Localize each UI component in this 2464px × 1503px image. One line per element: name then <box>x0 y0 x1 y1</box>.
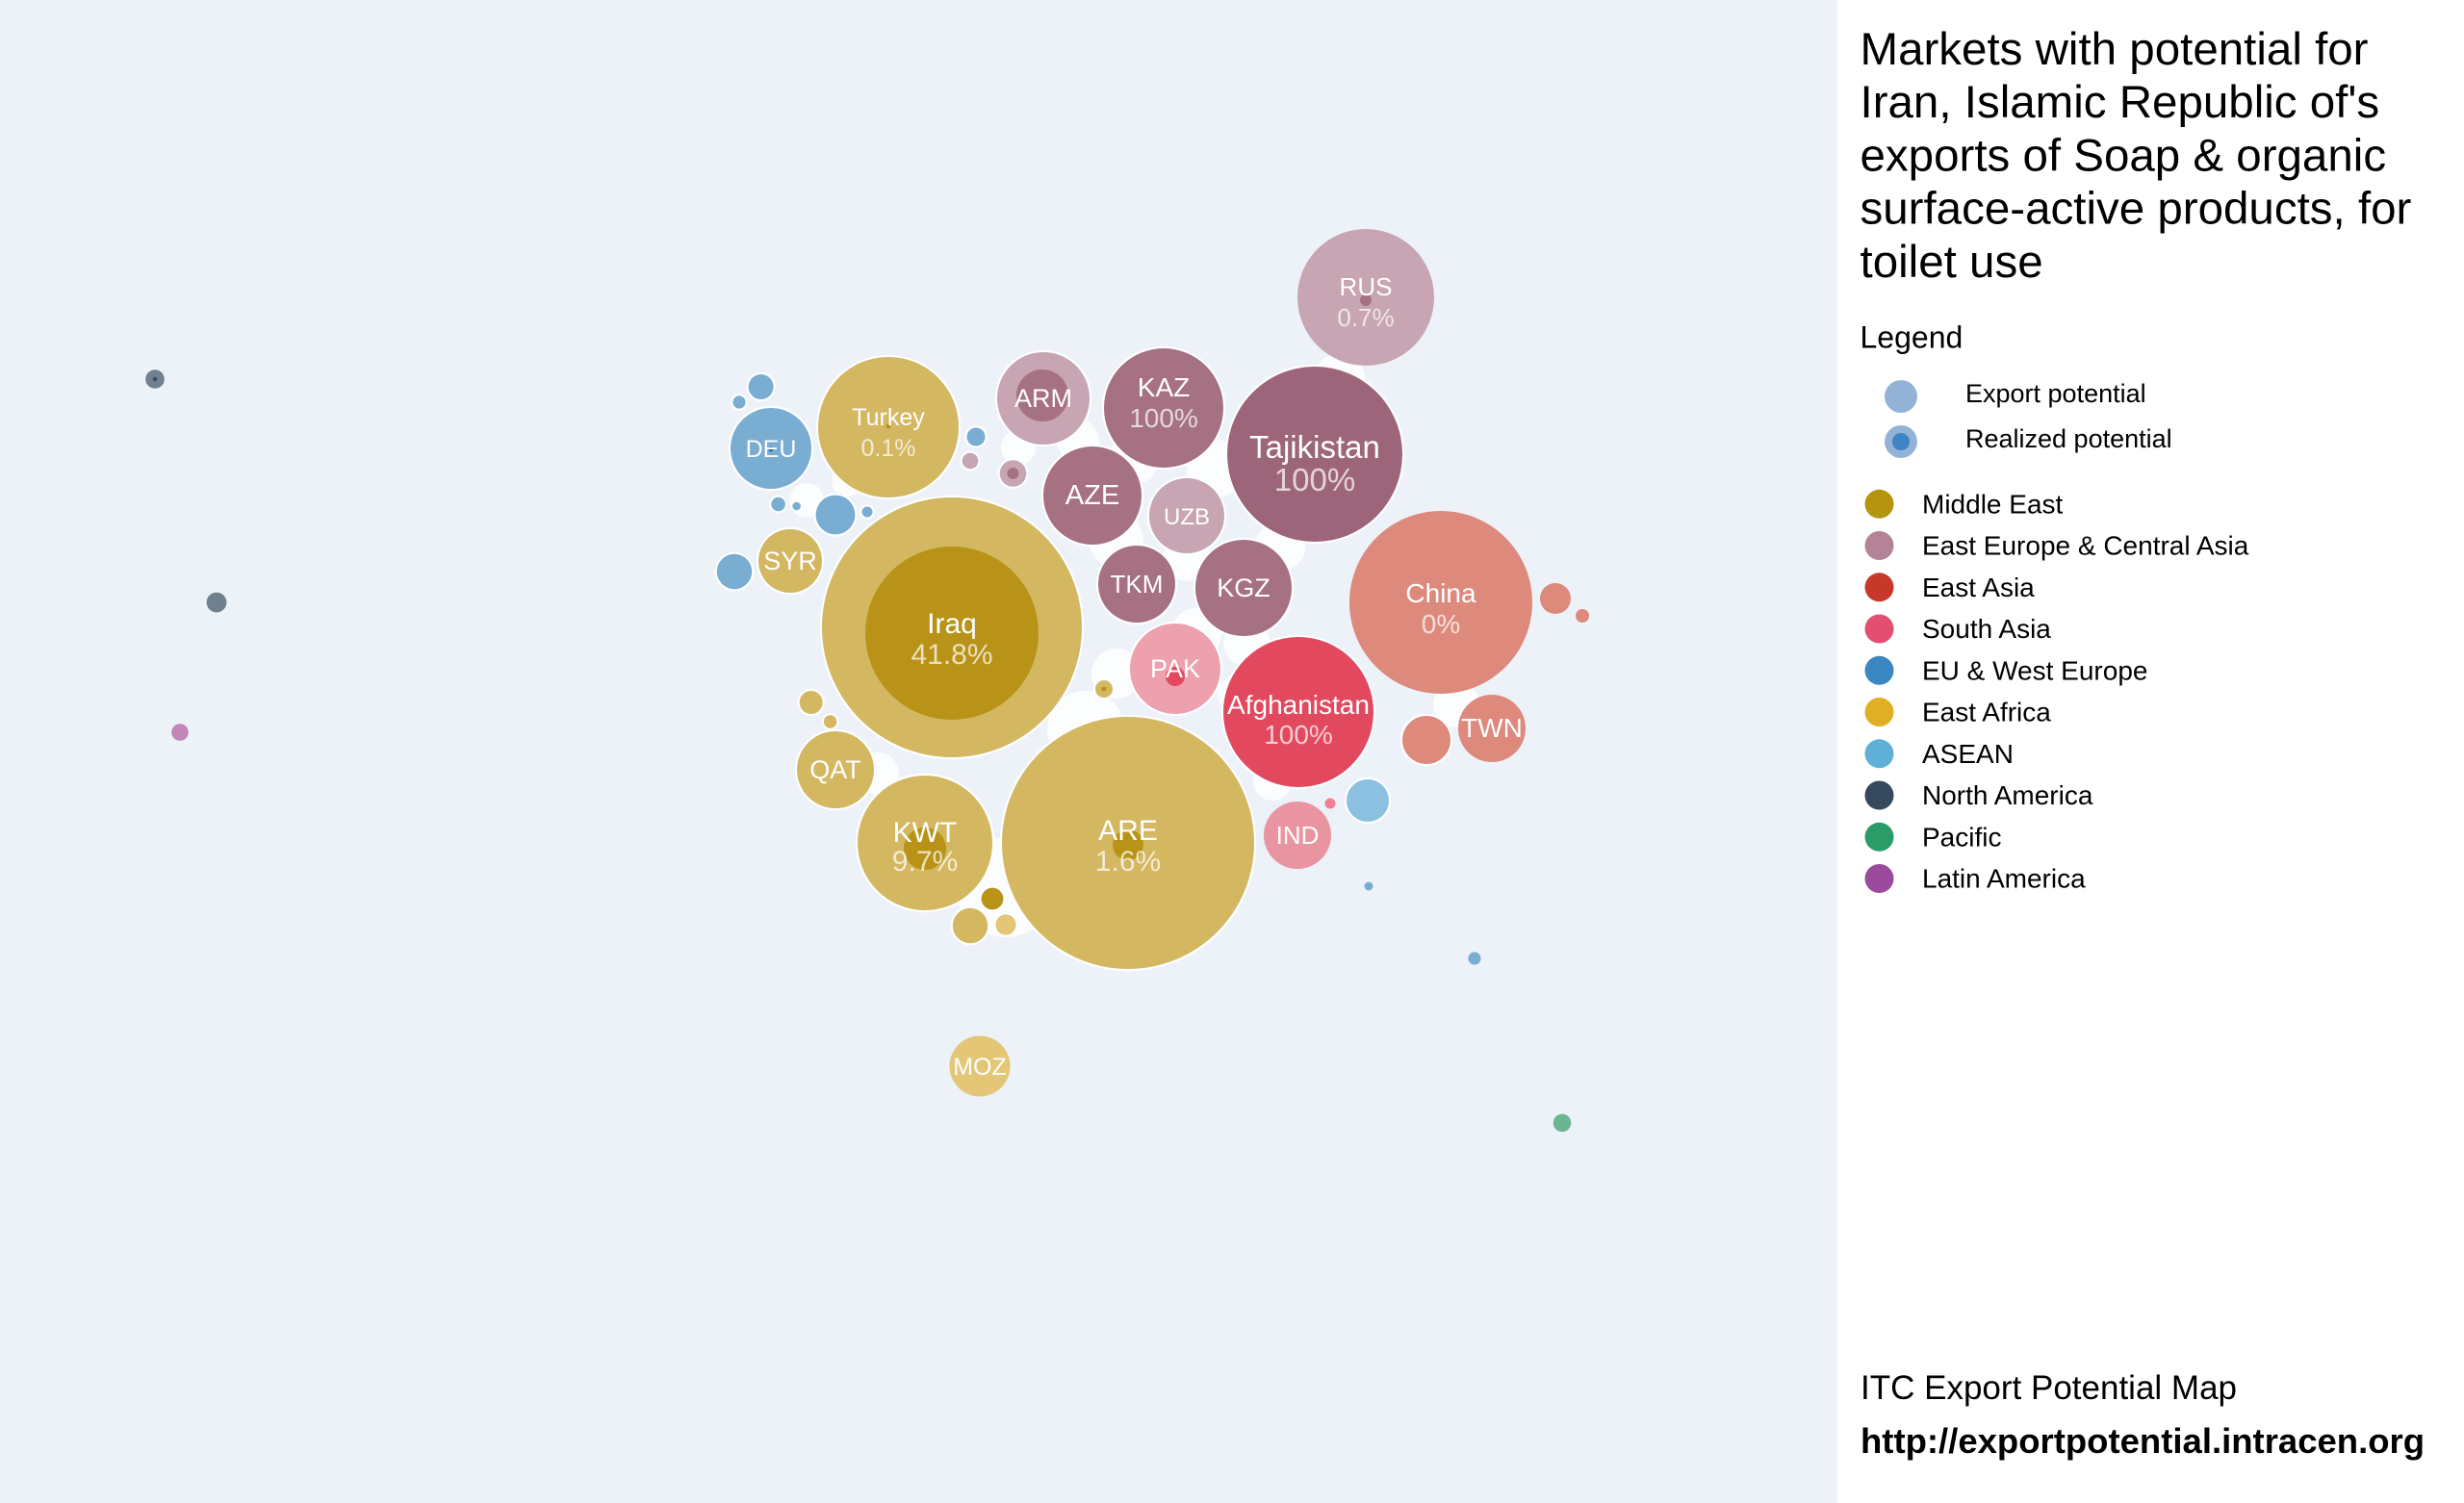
svg-text:0%: 0% <box>1422 609 1460 639</box>
svg-text:toilet use: toilet use <box>1861 237 2043 288</box>
svg-text:Afghanistan: Afghanistan <box>1227 690 1370 720</box>
svg-text:100%: 100% <box>1274 462 1355 497</box>
svg-text:Latin America: Latin America <box>1922 864 2086 894</box>
svg-text:KWT: KWT <box>893 817 958 849</box>
svg-text:North America: North America <box>1922 780 2093 810</box>
svg-text:0.7%: 0.7% <box>1337 303 1394 332</box>
svg-text:ASEAN: ASEAN <box>1922 739 2014 769</box>
svg-text:UZB: UZB <box>1164 504 1210 530</box>
svg-text:RUS: RUS <box>1340 272 1393 301</box>
svg-text:http://exportpotential.intrace: http://exportpotential.intracen.org <box>1861 1421 2425 1461</box>
svg-text:0.1%: 0.1% <box>861 435 916 462</box>
svg-text:KAZ: KAZ <box>1138 372 1190 402</box>
svg-text:QAT: QAT <box>809 755 861 784</box>
svg-text:ARM: ARM <box>1014 384 1072 413</box>
svg-text:EU & West Europe: EU & West Europe <box>1922 655 2147 685</box>
svg-text:Realized potential: Realized potential <box>1965 424 2172 453</box>
svg-text:KGZ: KGZ <box>1217 573 1270 602</box>
svg-text:TWN: TWN <box>1461 713 1523 743</box>
svg-text:100%: 100% <box>1264 720 1333 750</box>
svg-text:MOZ: MOZ <box>953 1054 1007 1081</box>
svg-text:ARE: ARE <box>1098 815 1158 847</box>
svg-text:SYR: SYR <box>763 547 817 575</box>
svg-text:Markets with potential for: Markets with potential for <box>1861 24 2369 75</box>
svg-text:East Europe & Central Asia: East Europe & Central Asia <box>1922 531 2249 561</box>
svg-text:TKM: TKM <box>1111 570 1164 599</box>
svg-text:South Asia: South Asia <box>1922 614 2051 644</box>
svg-text:Turkey: Turkey <box>852 404 925 431</box>
svg-text:East Africa: East Africa <box>1922 698 2051 727</box>
svg-text:Export potential: Export potential <box>1965 379 2146 408</box>
svg-text:Pacific: Pacific <box>1922 822 2001 852</box>
svg-text:Middle East: Middle East <box>1922 489 2064 519</box>
svg-text:1.6%: 1.6% <box>1095 846 1161 878</box>
svg-text:exports of Soap & organic: exports of Soap & organic <box>1861 130 2387 181</box>
svg-text:Tajikistan: Tajikistan <box>1249 429 1380 465</box>
svg-text:surface-active products, for: surface-active products, for <box>1861 184 2412 235</box>
svg-text:East Asia: East Asia <box>1922 573 2035 602</box>
svg-text:AZE: AZE <box>1065 480 1119 511</box>
svg-text:PAK: PAK <box>1150 654 1200 683</box>
svg-text:Iraq: Iraq <box>927 608 977 640</box>
svg-text:China: China <box>1405 578 1476 608</box>
svg-text:100%: 100% <box>1129 403 1198 433</box>
svg-text:Legend: Legend <box>1861 320 1964 355</box>
svg-text:IND: IND <box>1276 821 1320 850</box>
svg-text:41.8%: 41.8% <box>911 639 992 671</box>
svg-text:DEU: DEU <box>746 436 797 463</box>
svg-text:9.7%: 9.7% <box>892 846 958 878</box>
svg-text:ITC Export Potential Map: ITC Export Potential Map <box>1861 1369 2237 1407</box>
svg-text:Iran, Islamic Republic of's: Iran, Islamic Republic of's <box>1861 77 2380 128</box>
